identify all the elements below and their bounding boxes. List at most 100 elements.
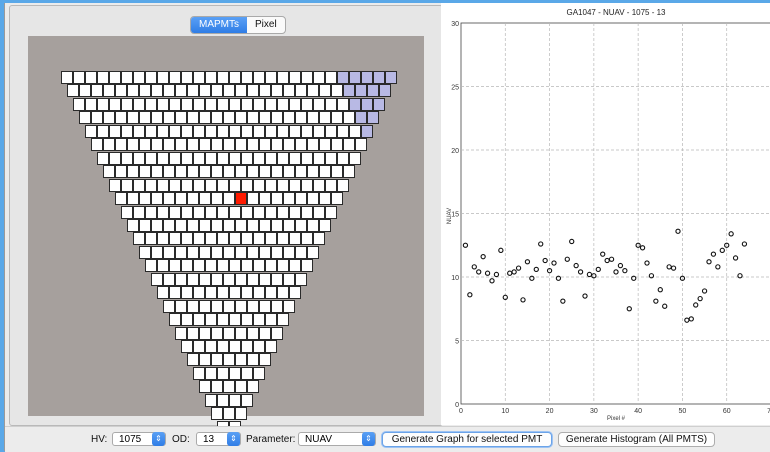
pmt-cell[interactable] <box>157 205 169 219</box>
pmt-cell[interactable] <box>301 259 313 273</box>
pmt-cell[interactable] <box>271 165 283 179</box>
pmt-cell[interactable] <box>109 97 121 111</box>
pmt-cell[interactable] <box>301 151 313 165</box>
pmt-cell[interactable] <box>115 111 127 125</box>
pmt-cell[interactable] <box>85 71 97 84</box>
pmt-cell[interactable] <box>145 259 157 273</box>
pmt-cell[interactable] <box>187 299 199 313</box>
pmt-cell[interactable] <box>127 192 139 206</box>
pmt-cell[interactable] <box>175 111 187 125</box>
pmt-cell[interactable] <box>145 232 157 246</box>
pmt-cell[interactable] <box>211 326 223 340</box>
tab-pixel[interactable]: Pixel <box>255 19 277 30</box>
pmt-cell[interactable] <box>139 218 151 232</box>
pmt-cell[interactable] <box>121 205 133 219</box>
pmt-cell[interactable] <box>211 245 223 259</box>
pmt-cell[interactable] <box>235 111 247 125</box>
pmt-cell[interactable] <box>235 272 247 286</box>
pmt-cell[interactable] <box>211 192 223 206</box>
pmt-cell[interactable] <box>181 286 193 300</box>
pmt-cell[interactable] <box>193 205 205 219</box>
pmt-cell[interactable] <box>79 84 91 98</box>
pmt-cell[interactable] <box>157 124 169 138</box>
pmt-cell[interactable] <box>157 259 169 273</box>
pmt-cell[interactable] <box>373 71 385 84</box>
pmt-cell[interactable] <box>319 192 331 206</box>
pmt-cell[interactable] <box>199 111 211 125</box>
pmt-cell[interactable] <box>205 259 217 273</box>
pmt-cell[interactable] <box>253 151 265 165</box>
pmt-cell[interactable] <box>283 299 295 313</box>
pmt-cell[interactable] <box>259 353 271 367</box>
pmt-cell[interactable] <box>277 178 289 192</box>
pmt-cell[interactable] <box>151 272 163 286</box>
pmt-cell[interactable] <box>247 380 259 394</box>
pmt-cell[interactable] <box>205 151 217 165</box>
pmt-cell[interactable] <box>229 97 241 111</box>
pmt-cell[interactable] <box>319 111 331 125</box>
pmt-cell[interactable] <box>193 97 205 111</box>
pmt-cell[interactable] <box>175 245 187 259</box>
pmt-cell[interactable] <box>361 71 373 84</box>
pmt-cell[interactable] <box>313 97 325 111</box>
pmt-cell[interactable] <box>217 71 229 84</box>
pmt-cell[interactable] <box>199 192 211 206</box>
pmt-cell[interactable] <box>193 340 205 353</box>
pmt-cell[interactable] <box>139 165 151 179</box>
pmt-cell[interactable] <box>289 205 301 219</box>
pmt-cell[interactable] <box>217 393 229 407</box>
pmt-cell[interactable] <box>241 178 253 192</box>
pmt-cell[interactable] <box>271 245 283 259</box>
pmt-cell[interactable] <box>223 407 235 421</box>
pmt-cell[interactable] <box>289 286 301 300</box>
pmt-cell[interactable] <box>253 366 265 380</box>
pmt-cell[interactable] <box>367 84 379 98</box>
pmt-cell[interactable] <box>97 71 109 84</box>
pmt-cell[interactable] <box>193 366 205 380</box>
pmt-cell[interactable] <box>229 313 241 327</box>
pmt-cell[interactable] <box>229 340 241 353</box>
pmt-cell[interactable] <box>151 84 163 98</box>
pmt-cell[interactable] <box>97 97 109 111</box>
pmt-cell[interactable] <box>169 205 181 219</box>
pmt-cell[interactable] <box>241 151 253 165</box>
pmt-cell[interactable] <box>355 111 367 125</box>
pmt-cell[interactable] <box>337 97 349 111</box>
pmt-cell[interactable] <box>337 124 349 138</box>
pmt-cell[interactable] <box>241 286 253 300</box>
pmt-cell[interactable] <box>169 178 181 192</box>
pmt-cell[interactable] <box>361 97 373 111</box>
pmt-cell[interactable] <box>133 97 145 111</box>
pmt-cell[interactable] <box>289 232 301 246</box>
pmt-cell[interactable] <box>169 124 181 138</box>
pmt-cell[interactable] <box>277 259 289 273</box>
pmt-cell[interactable] <box>187 138 199 152</box>
pmt-cell[interactable] <box>229 205 241 219</box>
pmt-cell[interactable] <box>205 340 217 353</box>
pmt-cell[interactable] <box>385 71 397 84</box>
pmt-cell[interactable] <box>211 138 223 152</box>
pmt-cell[interactable] <box>121 97 133 111</box>
pmt-cell[interactable] <box>283 165 295 179</box>
pmt-cell[interactable] <box>247 218 259 232</box>
pmt-cell[interactable] <box>325 124 337 138</box>
pmt-cell[interactable] <box>235 165 247 179</box>
pmt-cell[interactable] <box>265 151 277 165</box>
hv-select[interactable]: 1075 ⇕ <box>112 432 166 446</box>
pmt-cell[interactable] <box>247 272 259 286</box>
pmt-cell[interactable] <box>343 165 355 179</box>
pmt-cell[interactable] <box>193 124 205 138</box>
pmt-cell[interactable] <box>265 205 277 219</box>
pmt-cell[interactable] <box>193 259 205 273</box>
pmt-cell[interactable] <box>289 97 301 111</box>
pmt-cell[interactable] <box>241 313 253 327</box>
pmt-cell[interactable] <box>169 286 181 300</box>
pmt-cell[interactable] <box>271 111 283 125</box>
pmt-cell[interactable] <box>109 151 121 165</box>
pmt-cell[interactable] <box>247 245 259 259</box>
pmt-cell[interactable] <box>85 97 97 111</box>
pmt-cell[interactable] <box>343 138 355 152</box>
pmt-cell[interactable] <box>229 286 241 300</box>
pmt-cell[interactable] <box>373 97 385 111</box>
pmt-cell[interactable] <box>367 111 379 125</box>
